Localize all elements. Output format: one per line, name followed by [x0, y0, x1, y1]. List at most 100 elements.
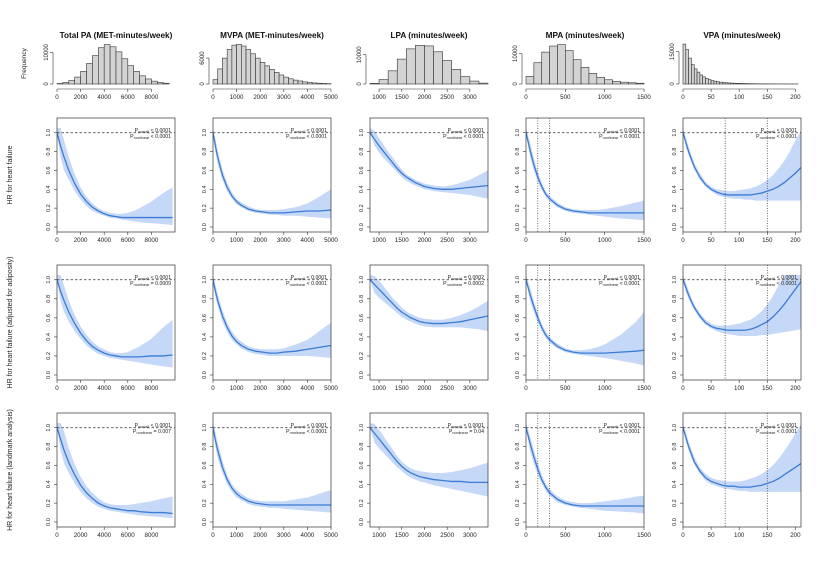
confidence-band — [213, 275, 331, 358]
histogram-bar — [145, 78, 152, 85]
hr-x-tick-label: 0 — [55, 385, 59, 392]
histogram-bar — [157, 82, 164, 85]
hist-ylabel: Frequency — [21, 47, 28, 78]
hr-x-tick-label: 1000 — [230, 385, 244, 392]
panel-frame — [682, 412, 802, 528]
hr-x-tick-label: 1000 — [598, 532, 612, 539]
hr-x-tick-label: 1500 — [395, 237, 409, 244]
hr-x-tick-label: 0 — [681, 385, 685, 392]
hr-y-tick-label: 1.0 — [515, 424, 521, 432]
histogram-bar — [705, 78, 709, 85]
histogram-bar — [250, 53, 256, 85]
panel-column: Total PA (MET-minutes/week) 0 10000 Frequen… — [21, 31, 176, 539]
hr-y-tick-label: 0.8 — [515, 148, 521, 156]
plot-area — [370, 423, 488, 497]
hist-x-tick-label: 8000 — [145, 94, 159, 101]
hr-x-tick-label: 2000 — [74, 385, 88, 392]
histogram-bar — [259, 62, 266, 85]
hr-y-tick-label: 0.8 — [202, 443, 208, 451]
hr-x-tick-label: 1500 — [395, 532, 409, 539]
hist-y-tick-label: 0 — [357, 82, 363, 86]
plot-area — [526, 265, 644, 380]
hr-y-tick-label: 1.0 — [46, 129, 52, 137]
hr-x-tick-label: 100 — [734, 532, 745, 539]
hr-y-tick-label: 0.8 — [672, 295, 678, 303]
p-nonlinear: Pnonlinear = 0.04 — [449, 429, 484, 435]
p-nonlinear: Pnonlinear < 0.0001 — [286, 429, 327, 435]
histogram-bar — [217, 68, 223, 85]
hist-y-tick-label: 0 — [200, 82, 206, 86]
confidence-band — [370, 423, 488, 497]
hr-x-tick-label: 2000 — [418, 385, 432, 392]
histogram-bar — [469, 80, 480, 85]
hr-y-tick-label: 0.0 — [515, 518, 521, 526]
histogram-bar — [604, 79, 613, 85]
histogram-bar — [68, 80, 76, 85]
hist-x-tick-label: 0 — [55, 94, 59, 101]
hist-x-tick-label: 4000 — [301, 94, 315, 101]
hr-y-tick-label: 0.6 — [202, 314, 208, 322]
histogram-bar — [719, 81, 723, 85]
histogram-bar — [396, 58, 407, 85]
hr-x-tick-label: 3000 — [277, 385, 291, 392]
confidence-band — [370, 275, 488, 332]
hr-y-tick-label: 0.0 — [202, 223, 208, 231]
hr-x-tick-label: 2000 — [418, 532, 432, 539]
hr-x-tick-label: 100 — [734, 237, 745, 244]
hr-x-tick-label: 2000 — [74, 532, 88, 539]
histogram-bar — [80, 71, 87, 85]
hr-x-tick-label: 5000 — [324, 385, 338, 392]
histogram-bar — [478, 82, 489, 85]
hist-y-tick-label: 10000 — [513, 45, 519, 62]
hr-y-tick-label: 0.2 — [515, 499, 521, 507]
hist-x-tick-label: 2000 — [74, 94, 88, 101]
hr-y-tick-label: 0.2 — [672, 352, 678, 360]
p-overall: Poverall < 0.0001 — [604, 128, 641, 134]
hr-y-tick-label: 0.4 — [672, 480, 678, 488]
hr-x-tick-label: 4000 — [301, 237, 315, 244]
histogram-bar — [702, 76, 706, 85]
hr-y-tick-label: 0.6 — [515, 314, 521, 322]
panel-frame — [212, 117, 332, 233]
histogram: 0 10000 0 500 1000 1500 — [513, 44, 651, 101]
histogram-bar — [620, 81, 629, 85]
hr-x-tick-label: 2000 — [253, 237, 267, 244]
plot-area — [370, 275, 488, 332]
p-overall: Poverall < 0.0001 — [135, 275, 172, 281]
hr-y-tick-label: 0.8 — [202, 148, 208, 156]
column-title: VPA (minutes/week) — [703, 31, 781, 40]
hist-x-tick-label: 2000 — [253, 94, 267, 101]
panel-frame — [56, 117, 176, 233]
hist-x-tick-label: 5000 — [324, 94, 338, 101]
panel-frame — [369, 117, 489, 233]
hr-y-tick-label: 0.8 — [359, 443, 365, 451]
histogram-bar — [316, 82, 322, 85]
histogram-bar — [415, 45, 425, 85]
histogram-bar — [278, 74, 285, 85]
hr-x-tick-label: 1500 — [637, 385, 651, 392]
hr-x-tick-label: 200 — [790, 237, 801, 244]
histogram: 0 10000 Frequency 0 2000 4000 6000 8000 — [21, 43, 170, 101]
histogram: 0 6000 0 1000 2000 3000 4000 5000 — [200, 43, 338, 101]
hr-y-tick-label: 0.4 — [202, 333, 208, 341]
histogram-bar — [733, 82, 737, 85]
hist-y-tick-label: 0 — [44, 82, 50, 86]
hr-x-tick-label: 1500 — [637, 532, 651, 539]
hist-x-tick-label: 0 — [524, 94, 528, 101]
histogram-bar — [716, 81, 720, 85]
hr-y-tick-label: 1.0 — [672, 424, 678, 432]
histogram-bar — [92, 55, 99, 85]
hr-y-tick-label: 0.6 — [359, 167, 365, 175]
histogram-bar — [627, 82, 637, 85]
panel-frame — [525, 264, 645, 381]
p-nonlinear: Pnonlinear < 0.0001 — [756, 134, 797, 140]
hr-y-tick-label: 0.2 — [46, 499, 52, 507]
p-overall: Poverall < 0.0001 — [604, 275, 641, 281]
panel-frame — [369, 264, 489, 381]
histogram-bar — [588, 73, 598, 85]
